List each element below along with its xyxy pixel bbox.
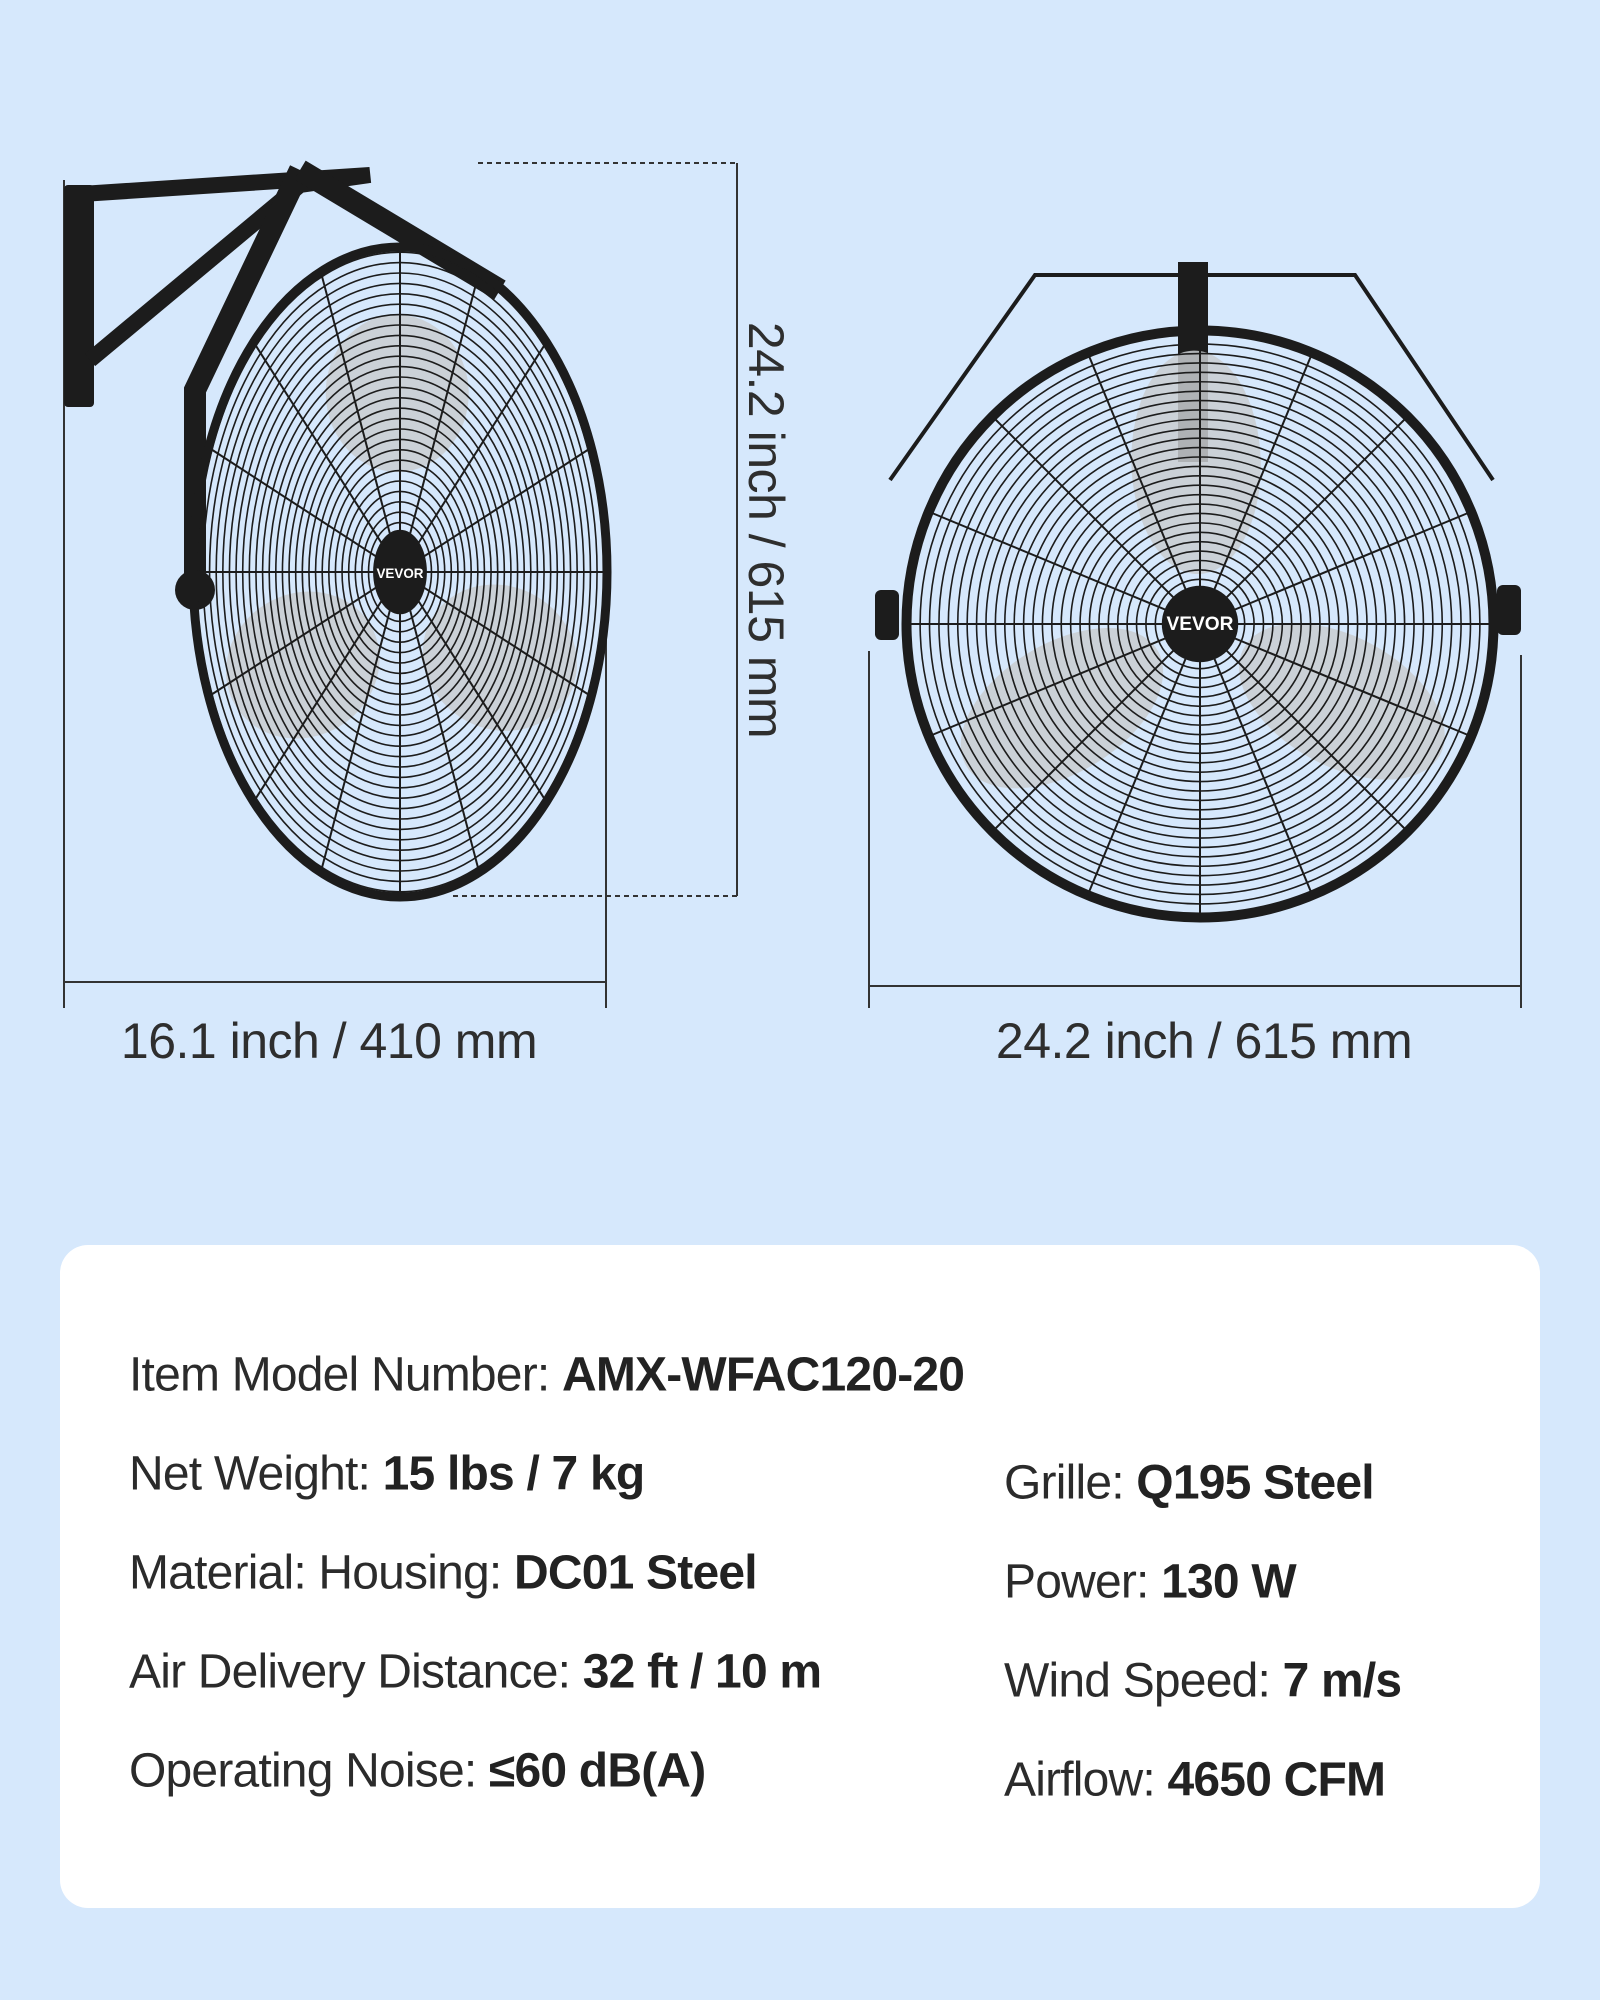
fan-blade bbox=[226, 591, 380, 739]
spec-noise: Operating Noise: ≤60 dB(A) bbox=[129, 1744, 706, 1799]
spec-label: Grille: bbox=[1004, 1456, 1125, 1510]
fan-blade bbox=[1131, 350, 1261, 575]
vevor-logo: VEVOR bbox=[376, 566, 423, 581]
spec-label: Air Delivery Distance: bbox=[129, 1645, 571, 1699]
spec-value: 4650 CFM bbox=[1167, 1753, 1386, 1807]
wall-plate bbox=[64, 185, 94, 407]
front-view-fan: VEVOR bbox=[875, 262, 1521, 923]
fan-blade bbox=[960, 627, 1164, 789]
tilt-knob bbox=[1497, 585, 1521, 635]
spec-label: Wind Speed: bbox=[1004, 1654, 1271, 1708]
side-fan-rim bbox=[188, 242, 612, 902]
front-fan-hub bbox=[1161, 585, 1239, 663]
spec-air-delivery: Air Delivery Distance: 32 ft / 10 m bbox=[129, 1645, 822, 1700]
spec-label: Operating Noise: bbox=[129, 1744, 477, 1798]
spec-model-number: Item Model Number: AMX-WFAC120-20 bbox=[129, 1348, 965, 1403]
spec-value: Q195 Steel bbox=[1136, 1456, 1374, 1510]
spec-value: 15 lbs / 7 kg bbox=[382, 1447, 646, 1501]
spec-net-weight: Net Weight: 15 lbs / 7 kg bbox=[129, 1447, 646, 1502]
height-dimension: 24.2 inch / 615 mm bbox=[738, 321, 794, 739]
front-fan-rim bbox=[901, 325, 1499, 923]
spec-value: ≤60 dB(A) bbox=[488, 1744, 706, 1798]
spec-grille: Grille: Q195 Steel bbox=[1004, 1456, 1375, 1511]
spec-label: Power: bbox=[1004, 1555, 1149, 1609]
spec-airflow: Airflow: 4650 CFM bbox=[1004, 1753, 1386, 1808]
spec-value: AMX-WFAC120-20 bbox=[561, 1348, 965, 1402]
side-depth-dimension: 16.1 inch / 410 mm bbox=[120, 1013, 538, 1069]
spec-value: DC01 Steel bbox=[513, 1546, 758, 1600]
product-illustration: VEVOR VEVOR bbox=[63, 160, 1522, 1008]
spec-label: Material: Housing: bbox=[129, 1546, 502, 1600]
spec-value: 7 m/s bbox=[1282, 1654, 1403, 1708]
side-view-fan: VEVOR bbox=[64, 160, 612, 902]
spec-label: Airflow: bbox=[1004, 1753, 1156, 1807]
side-fan-hub bbox=[373, 529, 427, 615]
tilt-knob bbox=[875, 590, 899, 640]
spec-card: Item Model Number: AMX-WFAC120-20 Net We… bbox=[60, 1245, 1540, 1908]
spec-label: Net Weight: bbox=[129, 1447, 371, 1501]
spec-power: Power: 130 W bbox=[1004, 1555, 1297, 1610]
front-width-dimension: 24.2 inch / 615 mm bbox=[995, 1013, 1413, 1069]
spec-value: 32 ft / 10 m bbox=[582, 1645, 822, 1699]
spec-material: Material: Housing: DC01 Steel bbox=[129, 1546, 758, 1601]
fan-blade bbox=[422, 584, 577, 731]
spec-value: 130 W bbox=[1161, 1555, 1297, 1609]
vevor-logo: VEVOR bbox=[1167, 614, 1234, 635]
spec-wind-speed: Wind Speed: 7 m/s bbox=[1004, 1654, 1403, 1709]
spec-label: Item Model Number: bbox=[129, 1348, 550, 1402]
